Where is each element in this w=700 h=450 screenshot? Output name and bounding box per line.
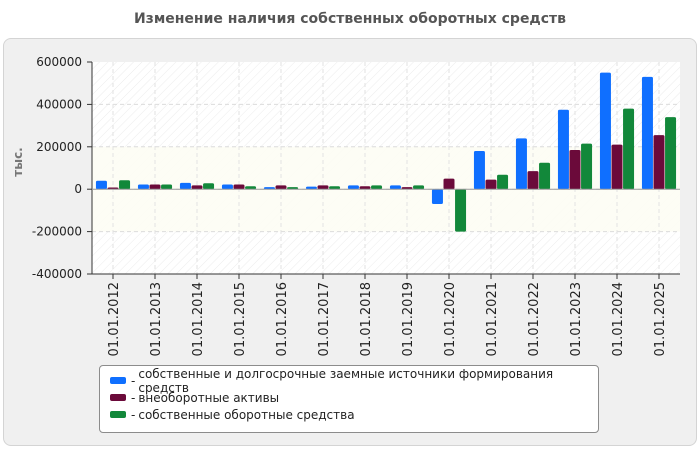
y-tick-label: 400000 [36,97,82,111]
x-tick-label: 01.01.2014 [191,282,206,356]
bar-series2-01.01.2022 [539,162,551,190]
bar-series0-01.01.2012 [95,180,107,190]
bar-series0-01.01.2016 [263,187,275,190]
x-tick-label: 01.01.2025 [653,282,668,356]
bar-series1-01.01.2014 [191,185,203,190]
legend-item-noncurrent-assets: - внеоборотные активы [110,389,598,406]
x-tick-label: 01.01.2023 [569,282,584,356]
legend-label-working-capital: собственные оборотные средства [138,407,355,422]
bar-series1-01.01.2021 [485,179,497,190]
x-tick-label: 01.01.2016 [275,282,290,356]
x-tick-label: 01.01.2019 [401,282,416,356]
legend-item-working-capital: - собственные оборотные средства [110,406,598,423]
bar-series2-01.01.2017 [329,186,341,190]
bar-series0-01.01.2014 [179,182,191,190]
bar-series2-01.01.2012 [119,180,131,190]
x-tick-label: 01.01.2015 [233,282,248,356]
bar-series2-01.01.2023 [581,143,593,190]
bar-series0-01.01.2023 [557,109,569,190]
bar-series1-01.01.2024 [611,144,623,190]
x-tick-label: 01.01.2013 [149,282,164,356]
bar-series2-01.01.2025 [665,117,677,190]
bar-series2-01.01.2018 [371,185,383,190]
bar-series2-01.01.2024 [623,108,635,190]
bar-series0-01.01.2013 [137,184,149,190]
bar-series2-01.01.2014 [203,183,215,190]
x-tick-label: 01.01.2021 [485,282,500,356]
bar-series0-01.01.2019 [389,185,401,190]
bar-series1-01.01.2020 [443,178,455,190]
bar-series2-01.01.2016 [287,187,299,190]
y-tick-label: 600000 [36,55,82,69]
bar-series2-01.01.2015 [245,186,257,190]
legend-label-noncurrent-assets: внеоборотные активы [138,390,280,405]
x-tick-label: 01.01.2018 [359,282,374,356]
bar-series2-01.01.2013 [161,184,173,190]
bar-series0-01.01.2024 [599,72,611,190]
bar-series1-01.01.2013 [149,184,161,190]
chart-title: Изменение наличия собственных оборотных … [133,11,567,27]
bar-series0-01.01.2020 [431,189,443,205]
bar-series1-01.01.2016 [275,185,287,190]
y-tick-label: 0 [74,182,82,196]
legend-swatch-sources [110,377,126,384]
legend-label-sources: собственные и долгосрочные заемные источ… [138,366,554,395]
bar-series1-01.01.2015 [233,184,245,190]
bar-series1-01.01.2025 [653,135,665,190]
bar-series0-01.01.2025 [641,76,653,190]
y-axis-label: тыс. [11,147,25,176]
x-tick-label: 01.01.2012 [107,282,122,356]
bar-series2-01.01.2021 [497,174,509,190]
bar-series0-01.01.2017 [305,186,317,190]
legend-swatch-working-capital [110,411,126,418]
y-tick-label: -400000 [32,267,82,281]
legend-swatch-noncurrent-assets [110,394,126,401]
y-tick-label: -200000 [32,225,82,239]
bar-series1-01.01.2023 [569,149,581,190]
bar-series1-01.01.2022 [527,171,539,190]
x-tick-label: 01.01.2024 [611,282,626,356]
legend-item-sources: - собственные и долгосрочные заемные ист… [110,367,598,395]
y-tick-label: 200000 [36,140,82,154]
x-tick-label: 01.01.2020 [443,282,458,356]
bar-series1-01.01.2017 [317,185,329,190]
bar-series1-01.01.2019 [401,187,413,190]
x-tick-label: 01.01.2017 [317,282,332,356]
bar-series0-01.01.2018 [347,185,359,190]
bar-series0-01.01.2022 [515,138,527,190]
bar-series2-01.01.2020 [455,189,467,232]
chart-legend: - собственные и долгосрочные заемные ист… [99,365,599,433]
bar-series0-01.01.2015 [221,184,233,190]
bar-series2-01.01.2019 [413,185,425,190]
x-tick-label: 01.01.2022 [527,282,542,356]
bar-series0-01.01.2021 [473,151,485,190]
bar-series1-01.01.2018 [359,186,371,190]
